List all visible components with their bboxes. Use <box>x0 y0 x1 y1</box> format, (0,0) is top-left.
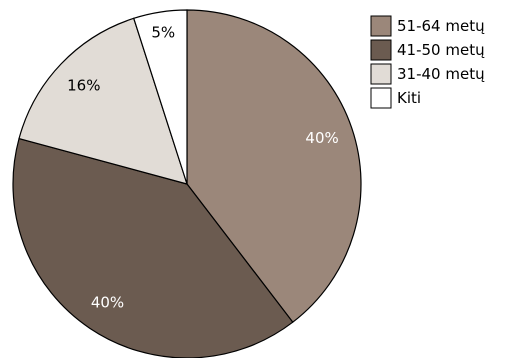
legend-label-2: 31-40 metų <box>397 65 485 83</box>
pie-slice-2 <box>18 17 188 185</box>
pie-slice-0 <box>186 9 362 324</box>
legend-label-3: Kiti <box>397 89 421 107</box>
legend-swatch-3 <box>370 87 392 109</box>
legend-swatch-1 <box>370 39 392 61</box>
legend-swatch-2 <box>370 63 392 85</box>
legend-swatch-0 <box>370 15 392 37</box>
data-label-0: 40% <box>305 129 338 147</box>
pie-slice-1 <box>12 137 294 359</box>
legend: 51-64 metų 41-50 metų 31-40 metų Kiti <box>370 15 485 109</box>
pie-data-labels: 40% 40% 16% 5% <box>67 24 339 312</box>
legend-label-0: 51-64 metų <box>397 17 485 35</box>
pie-slices <box>12 9 362 359</box>
data-label-2: 16% <box>67 77 100 95</box>
legend-label-1: 41-50 metų <box>397 41 485 59</box>
data-label-1: 40% <box>91 294 124 312</box>
pie-slice-3 <box>132 9 188 185</box>
data-label-3: 5% <box>151 24 175 42</box>
